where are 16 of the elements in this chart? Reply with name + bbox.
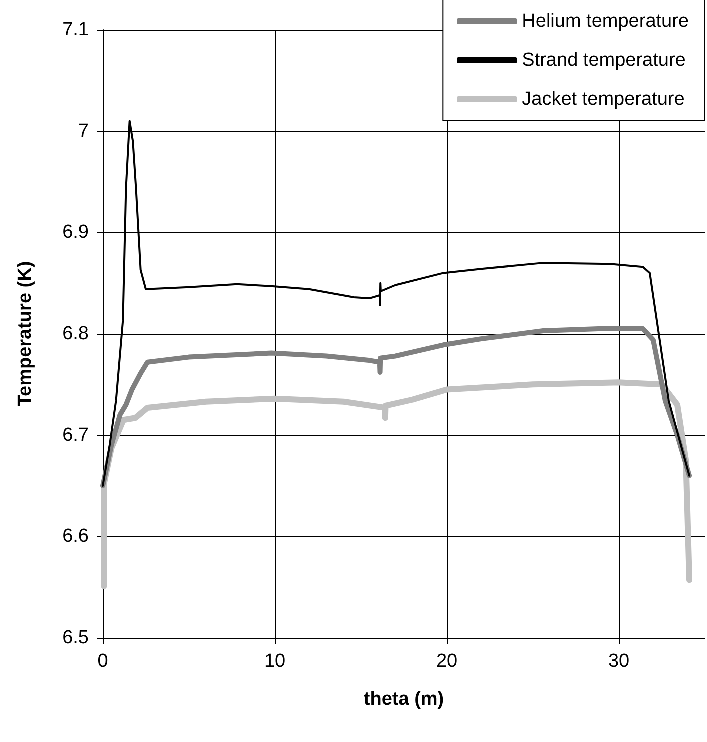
legend-label: Jacket temperature [522, 89, 685, 110]
x-tick-label: 30 [608, 651, 630, 672]
y-tick-label: 6.5 [62, 628, 89, 648]
legend-label: Strand temperature [522, 50, 686, 71]
y-tick-label: 6.8 [62, 324, 89, 344]
y-tick-label: 6.9 [62, 222, 89, 244]
y-axis-title: Temperature (K) [15, 261, 36, 407]
x-tick-label: 10 [264, 651, 286, 672]
y-tick-label: 6.7 [62, 424, 89, 446]
x-tick-label: 20 [436, 651, 458, 672]
y-tick-label: 7 [78, 120, 89, 142]
y-tick-label: 7.1 [62, 20, 89, 40]
x-axis-title: theta (m) [364, 689, 444, 710]
legend-label: Helium temperature [522, 11, 689, 32]
y-tick-label: 6.6 [62, 526, 89, 548]
x-tick-label: 0 [98, 651, 108, 672]
